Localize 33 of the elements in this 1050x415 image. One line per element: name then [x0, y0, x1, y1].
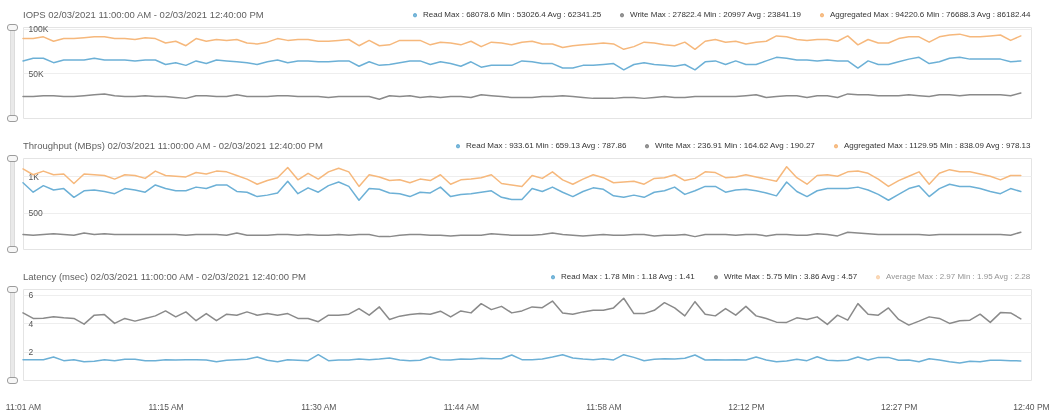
- x-tick-label: 11:44 AM: [443, 401, 479, 412]
- line-series: [22, 92, 1022, 101]
- chart-title: IOPS 02/03/2021 11:00:00 AM - 02/03/2021 12:40:00 PM: [23, 9, 264, 20]
- x-tick-label: 11:01 AM: [5, 401, 42, 412]
- y-tick-label: 4: [28, 318, 34, 329]
- legend-label: Write Max : 5.75 Min : 3.86 Avg : 4.57: [724, 272, 858, 282]
- x-tick-label: 11:30 AM: [301, 401, 337, 412]
- legend-label: Read Max : 68078.6 Min : 53026.4 Avg : 62341.25: [423, 10, 602, 20]
- y-tick-label: 50K: [28, 68, 44, 79]
- x-tick-label: 11:15 AM: [148, 401, 184, 412]
- legend-label: Average Max : 2.97 Min : 1.95 Avg : 2.28: [886, 272, 1031, 282]
- legend-label: Read Max : 1.78 Min : 1.18 Avg : 1.41: [561, 272, 696, 282]
- x-tick-label: 12:27 PM: [880, 401, 918, 412]
- x-tick-label: 12:40 PM: [1013, 401, 1050, 412]
- y-tick-label: 100K: [28, 24, 49, 35]
- line-series: [22, 165, 1022, 188]
- x-tick-label: 12:12 PM: [728, 401, 765, 412]
- legend-label: Write Max : 236.91 Min : 164.62 Avg : 190.27: [655, 141, 816, 151]
- y-tick-label: 6: [28, 290, 34, 301]
- chart-title: Throughput (MBps) 02/03/2021 11:00:00 AM - 02/03/2021 12:40:00 PM: [23, 140, 323, 151]
- legend-label: Aggregated Max : 94220.6 Min : 76688.3 Avg : 86182.44: [830, 10, 1031, 20]
- chart-title: Latency (msec) 02/03/2021 11:00:00 AM - 02/03/2021 12:40:00 PM: [23, 271, 306, 282]
- line-series: [22, 180, 1022, 201]
- legend-label: Read Max : 933.61 Min : 659.13 Avg : 787.86: [466, 141, 627, 151]
- line-series: [22, 33, 1022, 51]
- line-series: [22, 56, 1022, 71]
- y-tick-label: 500: [28, 208, 43, 219]
- legend-label: Write Max : 27822.4 Min : 20997 Avg : 23841.19: [630, 10, 802, 20]
- line-series: [22, 353, 1022, 364]
- line-series: [22, 297, 1022, 326]
- x-tick-label: 11:58 AM: [586, 401, 622, 412]
- legend-label: Aggregated Max : 1129.95 Min : 838.09 Avg : 978.13: [844, 141, 1032, 151]
- y-tick-label: 2: [28, 347, 34, 358]
